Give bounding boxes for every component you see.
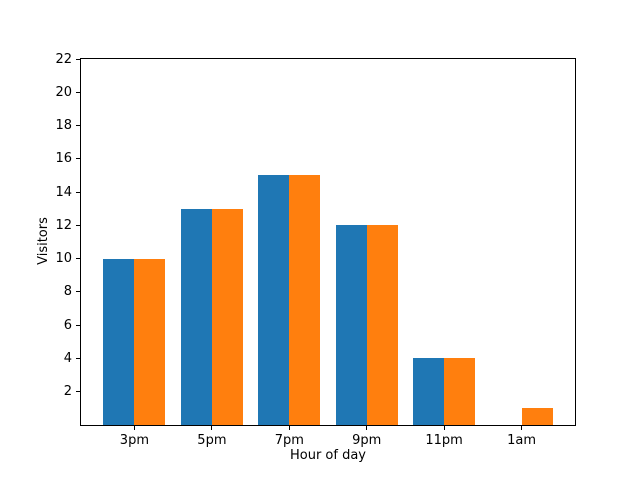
y-tick-label: 8: [63, 284, 72, 300]
y-tick: [76, 158, 80, 160]
bar-blue-9pm: [335, 225, 367, 425]
y-tick: [76, 224, 80, 226]
bar-orange-3pm: [134, 258, 166, 425]
x-tick-label: 7pm: [274, 433, 304, 448]
y-tick: [76, 125, 80, 126]
x-tick: [443, 426, 445, 430]
bar-blue-7pm: [258, 175, 290, 425]
y-tick-label: 4: [63, 351, 72, 366]
x-tick-label: 1am: [507, 433, 537, 448]
bar-orange-11pm: [444, 358, 476, 425]
y-tick-label: 14: [55, 184, 72, 200]
y-tick-label: 2: [63, 384, 72, 400]
x-tick-label: 3pm: [119, 433, 149, 448]
bar-orange-5pm: [211, 208, 243, 425]
y-tick: [76, 291, 80, 293]
y-tick: [76, 58, 80, 60]
x-tick-label: 11pm: [425, 433, 463, 448]
bar-orange-7pm: [289, 175, 321, 425]
y-tick-label: 20: [55, 84, 72, 100]
bar-blue-11pm: [413, 358, 445, 425]
x-tick: [521, 426, 523, 430]
bar-orange-1am: [521, 408, 553, 425]
y-tick-label: 12: [55, 217, 72, 233]
bar-blue-5pm: [180, 208, 212, 425]
x-tick-label: 5pm: [197, 433, 227, 448]
plot-area: [80, 58, 576, 426]
y-tick-label: 22: [55, 51, 72, 67]
x-tick: [288, 426, 290, 430]
y-tick: [76, 191, 80, 193]
bar-blue-3pm: [103, 258, 135, 425]
x-axis-label: Hour of day: [289, 448, 367, 463]
x-tick: [211, 426, 213, 430]
y-tick-label: 18: [55, 118, 72, 133]
x-tick-label: 9pm: [352, 433, 382, 448]
y-tick-label: 6: [63, 317, 72, 333]
y-tick: [76, 358, 80, 359]
x-tick: [366, 426, 368, 430]
y-tick: [76, 258, 80, 260]
y-tick-label: 10: [55, 251, 72, 267]
y-tick: [76, 391, 80, 393]
x-tick: [133, 426, 135, 430]
y-tick: [76, 324, 80, 326]
y-tick-label: 16: [55, 151, 72, 167]
y-tick: [76, 91, 80, 93]
bar-orange-9pm: [366, 225, 398, 425]
